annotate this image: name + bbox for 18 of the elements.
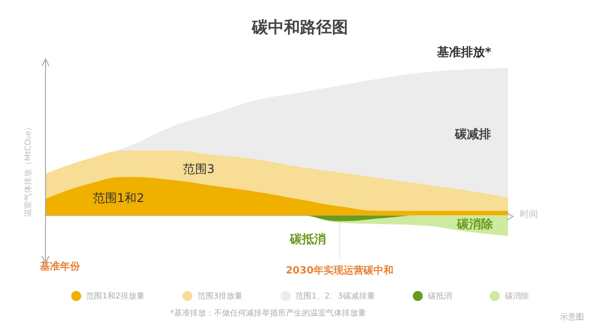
annotation: 范围3: [183, 162, 215, 176]
legend-label: 范围1和2排放量: [86, 292, 144, 300]
legend-label: 范围3排放量: [197, 292, 243, 300]
legend-label: 碳抵消: [426, 292, 452, 300]
legend-label: 碳消除: [504, 292, 529, 300]
text: 基准排放*: [436, 45, 492, 59]
x-axis-title: 时间: [520, 209, 538, 220]
y-axis-title: 温室气体排放（MtCO₂e）: [24, 122, 32, 218]
chart-title: 碳中和路径图: [251, 18, 348, 36]
text: *基准排放：不做任何减排举措所产生的温室气体排放量: [170, 308, 366, 318]
legend-label: 范围1、2、3碳减排量: [296, 292, 375, 300]
annotation: 碳减排: [454, 127, 491, 141]
text: 示意图: [560, 312, 584, 322]
annotation: 范围1和2: [93, 191, 144, 205]
annotation: 碳消除: [456, 217, 494, 231]
text: 2030年实现运营碳中和: [286, 266, 394, 276]
annotation: 碳抵消: [289, 232, 326, 246]
text: 基准年份: [39, 260, 81, 272]
